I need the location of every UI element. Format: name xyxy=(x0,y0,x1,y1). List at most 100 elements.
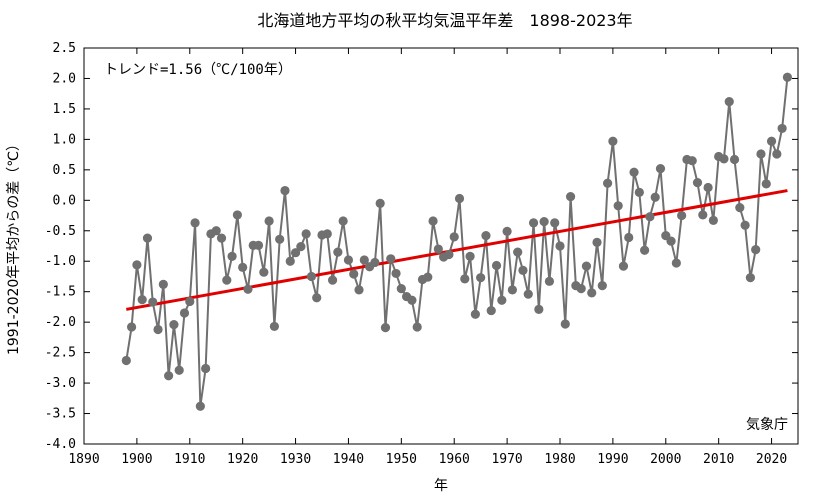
data-point xyxy=(550,218,560,228)
data-point xyxy=(216,233,227,243)
y-tick-label: -2.5 xyxy=(45,346,76,361)
data-point xyxy=(650,192,660,202)
data-point xyxy=(581,261,592,271)
data-point xyxy=(127,322,137,332)
data-point xyxy=(253,240,264,250)
plot-area: -4.0 -3.5 -3.0 -2.5 -2.0 -1.5 -1.0 -0.5 0.0 0.5 1.… xyxy=(45,41,799,467)
data-point xyxy=(486,305,496,316)
data-point xyxy=(560,319,570,329)
data-point xyxy=(280,185,290,196)
data-point xyxy=(243,284,253,294)
data-point xyxy=(692,178,703,188)
data-point xyxy=(449,232,459,242)
data-point xyxy=(264,216,274,226)
data-point xyxy=(528,218,539,228)
data-point xyxy=(555,241,565,251)
data-point xyxy=(195,401,205,411)
data-point xyxy=(491,260,502,271)
data-point xyxy=(380,323,391,333)
data-point xyxy=(354,285,364,295)
source-label: 気象庁 xyxy=(746,417,788,433)
data-point xyxy=(587,288,597,298)
y-tick-label: 2.5 xyxy=(53,41,76,56)
data-point xyxy=(719,154,729,164)
data-point xyxy=(137,295,147,305)
data-point xyxy=(386,254,396,264)
data-point xyxy=(708,215,718,226)
y-tick-label: 1.5 xyxy=(53,102,76,117)
data-point xyxy=(613,201,623,211)
data-point xyxy=(640,245,650,255)
data-point xyxy=(497,295,507,305)
data-point xyxy=(534,304,544,314)
plot-frame xyxy=(83,47,799,445)
data-point xyxy=(735,203,745,213)
data-point xyxy=(301,229,311,239)
chart-title: 北海道地方平均の秋平均気温平年差 1898-2023年 xyxy=(257,11,632,30)
data-point xyxy=(766,136,777,146)
data-point xyxy=(275,234,285,244)
x-tick-label: 2020 xyxy=(756,452,787,467)
data-point xyxy=(655,164,666,174)
data-point xyxy=(608,136,618,146)
data-point xyxy=(777,123,787,134)
data-point xyxy=(185,296,195,307)
data-point xyxy=(285,256,295,266)
data-point xyxy=(296,242,306,252)
data-point xyxy=(412,322,422,332)
data-point xyxy=(227,251,237,261)
data-point xyxy=(153,324,163,335)
trend-layer xyxy=(126,189,788,311)
data-point xyxy=(349,269,359,279)
data-point xyxy=(782,72,793,82)
y-tick-label: 2.0 xyxy=(53,71,76,86)
data-point xyxy=(333,247,343,257)
x-tick-label: 1930 xyxy=(280,452,311,467)
data-point xyxy=(703,182,713,193)
data-point xyxy=(174,365,184,375)
data-point xyxy=(745,273,756,283)
data-point xyxy=(724,97,734,107)
data-point xyxy=(290,248,301,258)
data-point xyxy=(544,276,555,286)
x-tick-label: 1900 xyxy=(121,452,152,467)
data-point xyxy=(343,255,354,265)
y-tick-label: 1.0 xyxy=(53,132,76,147)
data-point xyxy=(671,258,681,268)
data-point xyxy=(232,210,242,220)
data-point xyxy=(698,210,708,220)
data-point xyxy=(772,149,782,159)
data-point xyxy=(428,216,438,226)
data-point xyxy=(751,245,761,255)
data-point xyxy=(592,237,602,247)
data-point xyxy=(481,231,491,241)
data-point xyxy=(222,275,232,285)
data-point xyxy=(729,154,740,165)
data-point xyxy=(618,261,629,271)
data-point xyxy=(375,198,385,208)
x-tick-label: 1910 xyxy=(174,452,205,467)
data-point xyxy=(391,268,401,279)
data-point xyxy=(132,260,142,270)
trend-line xyxy=(126,189,788,311)
data-point xyxy=(645,212,655,222)
y-tick-label: -2.0 xyxy=(45,315,76,330)
data-point xyxy=(518,265,528,275)
y-tick-label: 0.0 xyxy=(53,193,76,208)
data-point xyxy=(158,279,168,289)
y-tick-label: -3.5 xyxy=(45,407,76,422)
data-point xyxy=(624,232,634,243)
x-tick-label: 1960 xyxy=(439,452,470,467)
data-point xyxy=(211,226,221,236)
data-point xyxy=(201,363,211,374)
y-tick-label: -1.5 xyxy=(45,285,76,300)
data-point xyxy=(507,285,517,295)
data-point xyxy=(740,220,750,230)
x-tick-label: 1980 xyxy=(544,452,575,467)
data-point xyxy=(539,217,549,227)
data-point xyxy=(238,262,248,272)
data-point xyxy=(407,295,417,305)
data-point xyxy=(502,226,512,236)
x-tick-label: 1920 xyxy=(227,452,258,467)
